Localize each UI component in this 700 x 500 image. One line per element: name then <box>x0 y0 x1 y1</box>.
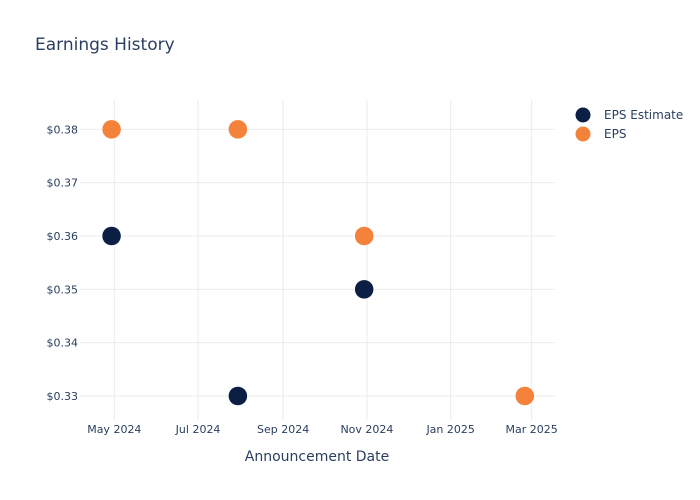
legend-marker <box>575 126 591 142</box>
y-tick-label: $0.38 <box>47 123 79 136</box>
y-tick-label: $0.35 <box>47 283 79 296</box>
x-tick-label: Nov 2024 <box>340 423 393 436</box>
eps-point[interactable] <box>515 386 535 406</box>
x-tick-label: May 2024 <box>87 423 141 436</box>
eps-point[interactable] <box>228 119 248 140</box>
legend-label: EPS Estimate <box>604 108 683 122</box>
grid <box>80 100 555 420</box>
y-tick-label: $0.36 <box>47 230 79 243</box>
x-tick-label: Sep 2024 <box>257 423 309 436</box>
chart-title: Earnings History <box>35 35 175 55</box>
data-points <box>101 119 535 406</box>
y-tick-label: $0.33 <box>47 390 79 403</box>
y-tick-label: $0.37 <box>47 177 79 190</box>
x-axis-ticks: May 2024 Jul 2024 Sep 2024 Nov 2024 Jan 2025… <box>87 423 558 436</box>
legend-marker <box>575 107 591 123</box>
eps-point[interactable] <box>101 119 122 140</box>
legend[interactable]: EPS Estimate EPS <box>575 107 684 142</box>
y-tick-label: $0.34 <box>47 337 79 350</box>
legend-label: EPS <box>604 127 626 141</box>
x-tick-label: Jan 2025 <box>425 423 474 436</box>
x-axis-title: Announcement Date <box>245 449 389 465</box>
eps-estimate-point[interactable] <box>228 386 248 406</box>
x-tick-label: Mar 2025 <box>506 423 558 436</box>
eps-point[interactable] <box>354 226 374 246</box>
eps-estimate-point[interactable] <box>101 226 122 246</box>
eps-estimate-point[interactable] <box>354 279 374 300</box>
x-tick-label: Jul 2024 <box>175 423 221 436</box>
y-axis-ticks: $0.33 $0.34 $0.35 $0.36 $0.37 $0.38 <box>47 123 79 403</box>
